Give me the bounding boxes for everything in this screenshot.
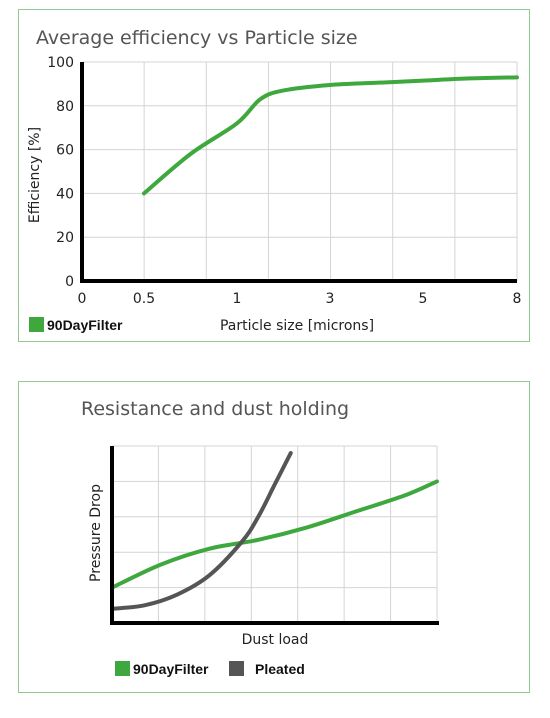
legend-swatch-90dayfilter bbox=[29, 317, 44, 332]
chart-title: Resistance and dust holding bbox=[81, 398, 349, 420]
x-tick-label: 5 bbox=[419, 291, 428, 307]
resistance-chart: Resistance and dust holding Pressure Dro… bbox=[81, 398, 439, 677]
legend-swatch-90dayfilter bbox=[115, 661, 130, 676]
legend-label-90dayfilter: 90DayFilter bbox=[47, 317, 123, 333]
legend-swatch-pleated bbox=[229, 661, 244, 676]
x-axis-label: Particle size [microns] bbox=[220, 318, 374, 334]
x-tick-label: 3 bbox=[326, 291, 335, 307]
chart-title: Average efficiency vs Particle size bbox=[36, 27, 358, 49]
x-axis-label: Dust load bbox=[242, 632, 309, 648]
y-tick-label: 60 bbox=[56, 143, 74, 159]
y-tick-label: 100 bbox=[47, 55, 74, 71]
y-tick-label: 40 bbox=[56, 186, 74, 202]
x-tick-label: 0 bbox=[78, 291, 87, 307]
series-line-90dayfilter bbox=[110, 479, 439, 590]
legend-label-pleated: Pleated bbox=[255, 661, 305, 677]
x-tick-label: 0.5 bbox=[133, 291, 155, 307]
y-tick-label: 0 bbox=[65, 274, 74, 290]
efficiency-chart: Average efficiency vs Particle size 0 20 4… bbox=[27, 27, 522, 334]
legend-label-90dayfilter: 90DayFilter bbox=[133, 661, 209, 677]
resistance-chart-panel: Resistance and dust holding Pressure Dro… bbox=[18, 381, 530, 693]
legend: 90DayFilter Pleated bbox=[115, 661, 305, 677]
y-axis-label: Pressure Drop bbox=[88, 484, 104, 582]
y-tick-label: 20 bbox=[56, 230, 74, 246]
efficiency-chart-panel: Average efficiency vs Particle size 0 20 4… bbox=[18, 9, 530, 342]
series-line-pleated bbox=[110, 451, 293, 611]
x-tick-label: 8 bbox=[513, 291, 522, 307]
y-axis-label: Efficiency [%] bbox=[27, 127, 43, 223]
y-tick-label: 80 bbox=[56, 99, 74, 115]
x-tick-label: 1 bbox=[233, 291, 242, 307]
legend: 90DayFilter bbox=[29, 317, 123, 333]
series-line-90dayfilter bbox=[142, 75, 519, 196]
